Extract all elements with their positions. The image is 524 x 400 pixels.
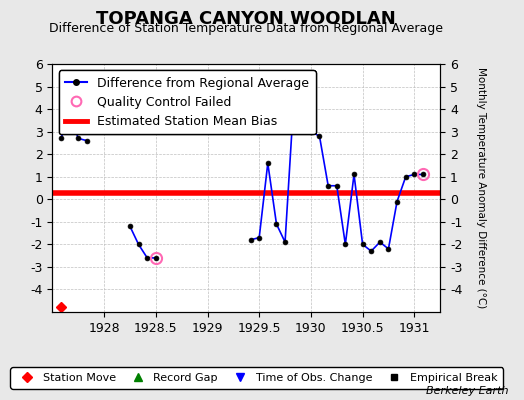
Difference from Regional Average [67, 111, 73, 116]
Legend: Station Move, Record Gap, Time of Obs. Change, Empirical Break: Station Move, Record Gap, Time of Obs. C… [10, 368, 503, 388]
Line: Difference from Regional Average: Difference from Regional Average [59, 111, 89, 143]
Line: Quality Control Failed: Quality Control Failed [150, 169, 429, 264]
Text: Berkeley Earth: Berkeley Earth [426, 386, 508, 396]
Difference from Regional Average [75, 136, 81, 141]
Difference from Regional Average [84, 138, 90, 143]
Quality Control Failed [420, 172, 426, 177]
Text: TOPANGA CANYON WOODLAN: TOPANGA CANYON WOODLAN [96, 10, 396, 28]
Legend: Difference from Regional Average, Quality Control Failed, Estimated Station Mean: Difference from Regional Average, Qualit… [59, 70, 315, 134]
Difference from Regional Average [58, 136, 64, 141]
Y-axis label: Monthly Temperature Anomaly Difference (°C): Monthly Temperature Anomaly Difference (… [476, 67, 486, 309]
Text: Difference of Station Temperature Data from Regional Average: Difference of Station Temperature Data f… [49, 22, 443, 35]
Quality Control Failed [152, 256, 159, 260]
